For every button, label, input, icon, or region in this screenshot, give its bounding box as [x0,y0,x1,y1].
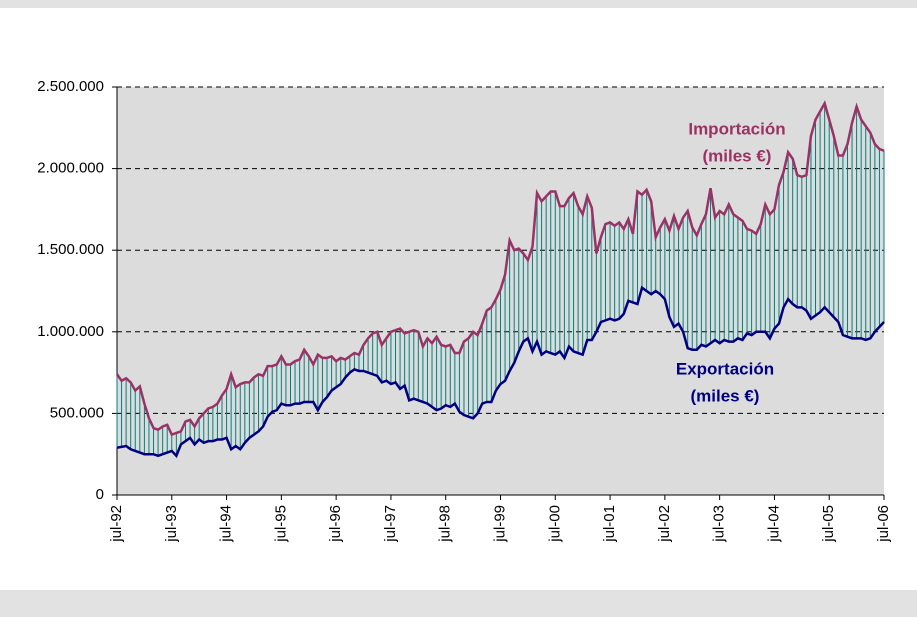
x-tick-label: jul-04 [765,505,782,543]
x-tick-label: jul-92 [108,505,125,543]
annotation: Exportación [676,359,774,378]
y-tick-label: 2.000.000 [37,160,104,177]
y-tick-label: 1.500.000 [37,241,104,258]
x-tick-label: jul-01 [601,505,618,543]
top-band [0,0,917,8]
x-tick-label: jul-05 [820,505,837,543]
x-tick-label: jul-99 [491,505,508,543]
y-tick-label: 0 [96,486,104,503]
y-tick-label: 1.000.000 [37,323,104,340]
y-tick-label: 500.000 [50,404,104,421]
x-tick-label: jul-98 [437,505,454,543]
bottom-band [0,590,917,617]
x-tick-label: jul-96 [327,505,344,543]
x-tick-label: jul-94 [218,505,235,543]
x-tick-label: jul-06 [875,505,892,543]
x-tick-label: jul-97 [382,505,399,543]
series-line [115,100,885,437]
x-tick-label: jul-03 [711,505,728,543]
x-tick-label: jul-93 [163,505,180,543]
x-tick-label: jul-02 [656,505,673,543]
y-tick-label: 2.500.000 [37,78,104,95]
annotation: (miles €) [703,146,772,165]
annotation: Importación [688,119,785,138]
series-line [116,285,885,459]
annotation: (miles €) [691,386,760,405]
x-tick-label: jul-00 [546,505,563,543]
x-tick-label: jul-95 [272,505,289,543]
